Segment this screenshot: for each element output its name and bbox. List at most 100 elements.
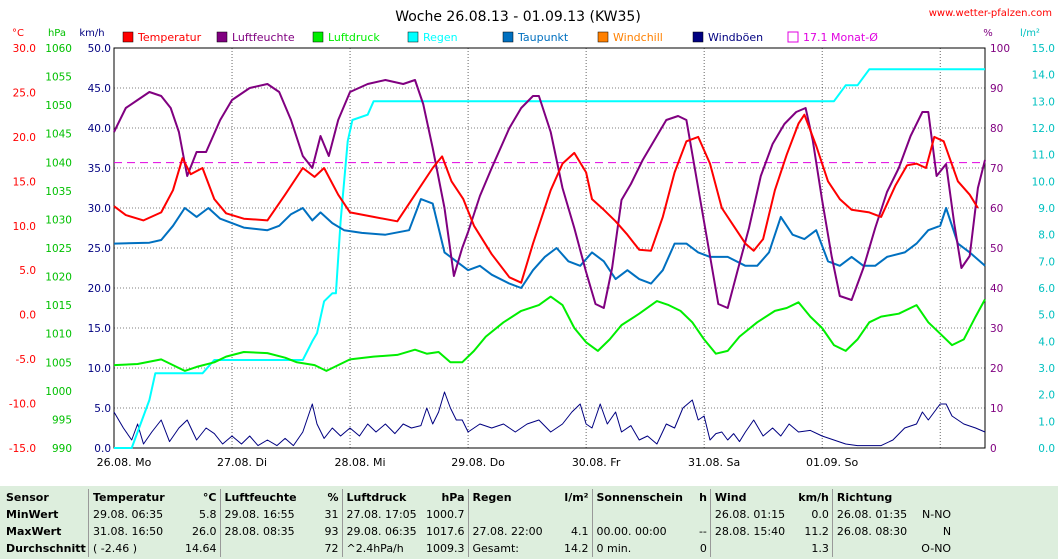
unit-rain: l/m²: [1020, 28, 1040, 39]
row-label: MinWert: [6, 508, 59, 521]
series-taupunkt: [113, 198, 986, 289]
cell-dir-value: N: [942, 525, 952, 538]
cell-temp-date: 31.08. 16:50: [88, 523, 181, 540]
legend-swatch: [597, 31, 609, 43]
y-tick-rain: 7.0: [1038, 256, 1055, 268]
cell-wind-date: 26.08. 01:15: [709, 506, 791, 523]
cell-hum-date: 29.08. 16:55: [219, 506, 311, 523]
header-rain: Regen: [467, 489, 545, 506]
header-temperature: Temperatur: [88, 489, 181, 506]
legend-swatch: [502, 31, 514, 43]
cell-sun-date: 0 min.: [591, 540, 683, 557]
cell-dir-date: [831, 540, 908, 557]
y-tick-pressure: 1030: [45, 214, 72, 226]
legend-label: Regen: [423, 31, 458, 44]
axis-labels: 26.08. Mo 27.08. Di 28.08. Mi 29.08. Do 30.0…: [9, 43, 1055, 469]
cell-temp-value: 5.8: [199, 508, 217, 521]
y-tick-rain: 11.0: [1032, 150, 1055, 162]
cell-rain-value: 4.1: [571, 525, 589, 538]
series-luftfeuchte: [113, 79, 986, 309]
y-tick-temp: 30.0: [13, 43, 36, 55]
cell-temp-date: ( -2.46 ): [88, 540, 181, 557]
row-label: MaxWert: [6, 525, 62, 538]
y-tick-pressure: 1035: [45, 186, 72, 198]
y-tick-rain: 12.0: [1032, 123, 1055, 135]
cell-sun-date: [591, 506, 683, 523]
y-tick-humidity: 100: [990, 43, 1010, 55]
x-tick-label: 26.08. Mo: [97, 456, 152, 469]
series-luftdruck: [113, 295, 986, 372]
cell-press-date: 27.08. 17:05: [341, 506, 421, 523]
legend-label: Luftfeuchte: [232, 31, 295, 44]
header-wind: Wind: [709, 489, 791, 506]
stats-row-max: MaxWert 31.08. 16:50 26.0 28.08. 08:35 9…: [2, 523, 954, 540]
y-tick-temp: -15.0: [9, 443, 36, 455]
header-humidity-unit: %: [327, 491, 339, 504]
y-tick-humidity: 70: [990, 163, 1003, 175]
y-tick-rain: 2.0: [1038, 390, 1055, 402]
header-pressure: Luftdruck: [341, 489, 421, 506]
y-tick-temp: 25.0: [13, 87, 36, 99]
y-tick-wind: 20.0: [88, 283, 111, 295]
cell-rain-value: [545, 506, 593, 523]
legend: Temperatur Luftfeuchte Luftdruck Regen Taupu…: [122, 31, 878, 44]
y-tick-rain: 3.0: [1038, 363, 1055, 375]
y-tick-rain: 0.0: [1038, 443, 1055, 455]
y-tick-rain: 8.0: [1038, 230, 1055, 242]
y-tick-humidity: 0: [990, 443, 997, 455]
unit-wind: km/h: [79, 28, 104, 39]
cell-hum-date: 28.08. 08:35: [219, 523, 311, 540]
series-layer: [113, 68, 986, 449]
x-tick-label: 01.09. So: [806, 456, 858, 469]
weather-chart: 26.08. Mo 27.08. Di 28.08. Mi 29.08. Do 30.0…: [9, 8, 1055, 469]
y-tick-wind: 25.0: [88, 243, 111, 255]
cell-hum-value: 72: [324, 542, 339, 555]
x-tick-label: 30.08. Fr: [572, 456, 621, 469]
y-tick-rain: 9.0: [1038, 203, 1055, 215]
header-direction: Richtung: [831, 489, 908, 506]
y-tick-pressure: 1045: [45, 129, 72, 141]
y-tick-pressure: 995: [52, 414, 72, 426]
cell-wind-value: 11.2: [804, 525, 829, 538]
x-tick-label: 31.08. Sa: [688, 456, 740, 469]
y-tick-rain: 6.0: [1038, 283, 1055, 295]
stats-row-average: Durchschnitt ( -2.46 ) 14.64 72 ^2.4hPa/…: [2, 540, 954, 557]
y-tick-humidity: 80: [990, 123, 1003, 135]
y-tick-rain: 15.0: [1032, 43, 1055, 55]
legend-swatch: [312, 31, 324, 43]
stats-row-min: MinWert 29.08. 06:35 5.8 29.08. 16:55 31…: [2, 506, 954, 523]
y-tick-humidity: 60: [990, 203, 1003, 215]
header-rain-unit: l/m²: [564, 491, 589, 504]
header-pressure-unit: hPa: [441, 491, 465, 504]
cell-sun-value: 0: [699, 542, 707, 555]
y-tick-temp: 10.0: [13, 221, 36, 233]
y-tick-wind: 0.0: [94, 443, 111, 455]
unit-hum: %: [983, 28, 993, 39]
cell-wind-date: 28.08. 15:40: [709, 523, 791, 540]
series-temperatur: [113, 113, 979, 284]
cell-wind-value: 0.0: [811, 508, 829, 521]
unit-temp: °C: [12, 28, 24, 39]
legend-label: 17.1 Monat-Ø: [803, 31, 878, 44]
x-tick-label: 29.08. Do: [451, 456, 505, 469]
unit-press: hPa: [48, 28, 66, 39]
y-tick-rain: 4.0: [1038, 336, 1055, 348]
y-tick-pressure: 1050: [45, 100, 72, 112]
y-tick-rain: 14.0: [1032, 70, 1055, 82]
y-tick-pressure: 1015: [45, 300, 72, 312]
x-tick-label: 27.08. Di: [217, 456, 267, 469]
cell-press-value: 1000.7: [426, 508, 465, 521]
header-direction-value: [907, 489, 954, 506]
y-tick-wind: 10.0: [88, 363, 111, 375]
site-link[interactable]: www.wetter-pfalzen.com: [929, 8, 1052, 19]
y-tick-wind: 5.0: [94, 403, 111, 415]
y-tick-pressure: 990: [52, 443, 72, 455]
y-tick-humidity: 20: [990, 363, 1003, 375]
legend-label: Windböen: [708, 31, 763, 44]
header-wind-unit: km/h: [798, 491, 829, 504]
header-sunshine: Sonnenschein: [591, 489, 683, 506]
cell-rain-date: [467, 506, 545, 523]
y-tick-pressure: 1040: [45, 157, 72, 169]
cell-temp-value: 14.64: [185, 542, 217, 555]
chart-title: Woche 26.08.13 - 01.09.13 (KW35): [395, 9, 641, 25]
